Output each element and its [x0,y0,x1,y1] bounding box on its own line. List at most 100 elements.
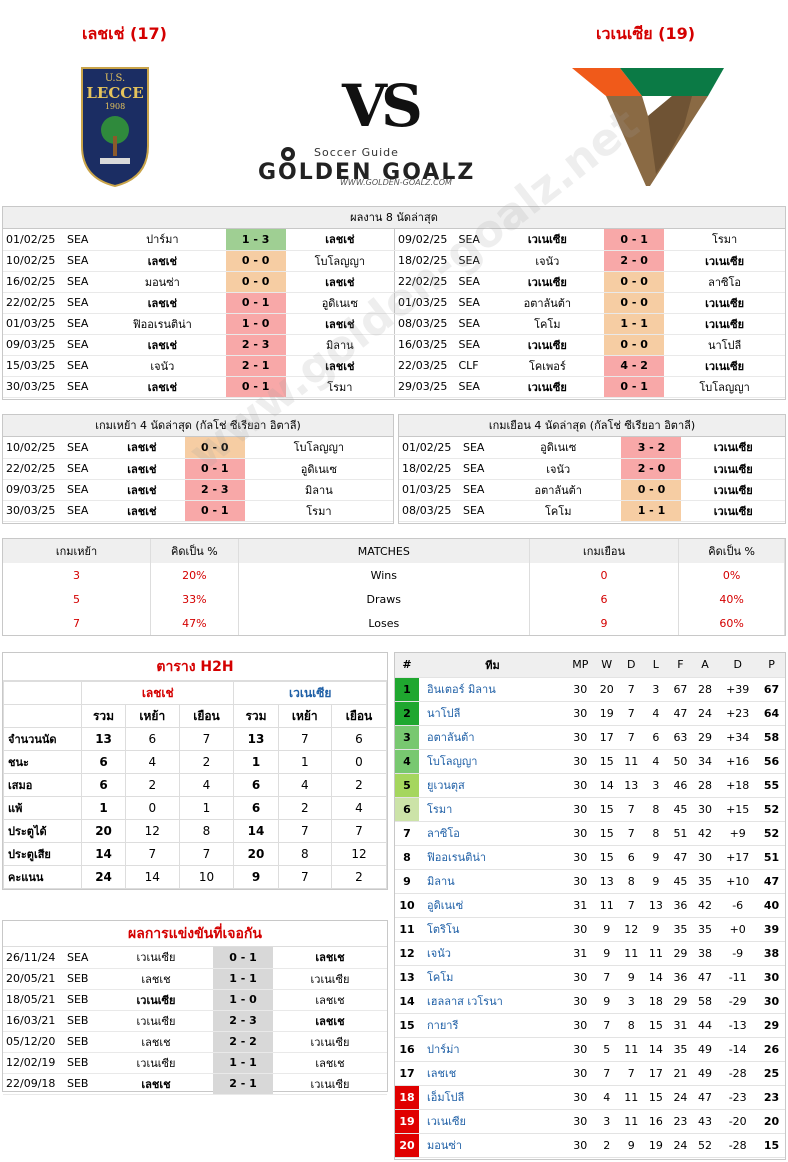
league-w: 7 [594,1061,619,1086]
match-date: 10/02/25 [3,437,65,459]
league-f: 67 [668,677,693,702]
team-right: เลชเช่ [285,271,394,293]
result-row: 12/02/19 SEB เวเนเซีย 1 - 1 เลชเช [3,1052,387,1074]
league-d: 11 [619,749,644,774]
league-d: 7 [619,797,644,822]
team-right: ลาซิโอ [664,271,785,293]
score: 0 - 0 [604,292,665,314]
result-row: 01/02/25 SEA ปาร์มา 1 - 3 เลชเช่ [3,229,394,251]
league-l: 18 [643,989,669,1014]
league-mp: 30 [566,773,595,798]
h2h-value: 7 [331,819,387,843]
away-team-title: เวเนเซีย (19) [596,24,696,43]
team-right: เลชเช [273,1052,387,1074]
league-col-header: MP [566,653,595,678]
league-points: 47 [758,869,785,894]
h2h-value: 7 [277,727,333,751]
match-date: 29/03/25 [394,376,457,398]
match-date: 12/02/19 [3,1052,65,1074]
league-col-header: # [395,653,419,678]
league-a: 29 [692,725,718,750]
meetings-panel: ผลการแข่งขันที่เจอกัน 26/11/24 SEA เวเนเซี… [2,920,388,1095]
league-col-header: F [668,653,693,678]
league-row: 7 ลาซิโอ 30 15 7 8 51 42 +9 52 [395,821,785,846]
league-team: นาโปลี [419,701,567,726]
team-right: มิลาน [244,479,393,501]
league-points: 30 [758,965,785,990]
h2h-col-row: รวม เหย้า เยือน รวม เหย้า เยือน [3,704,387,728]
h2h-value: 6 [233,796,279,820]
league-a: 28 [692,677,718,702]
league-f: 35 [668,1037,693,1062]
league-d: 9 [619,965,644,990]
team-left: เวเนเซีย [99,1052,213,1074]
match-date: 18/05/21 [3,989,65,1011]
venezia-logo [572,68,724,186]
score: 1 - 0 [225,313,286,335]
team-left: เวเนเซีย [490,271,605,293]
team-left: ปาร์มา [99,229,226,251]
team-right: เลชเช [273,1010,387,1032]
league-rank: 11 [395,917,419,942]
league-l: 15 [643,1085,669,1110]
h2h-value: 1 [178,796,235,820]
h2h-col: เหย้า [277,704,333,728]
league-w: 15 [594,749,619,774]
league-a: 38 [692,941,718,966]
score: 0 - 0 [225,250,286,272]
league-rank: 8 [395,845,419,870]
team-right: เวเนเซีย [664,250,785,272]
team-left: อูดิเนเซ [495,437,622,459]
league-a: 44 [692,1013,718,1038]
league-d: 8 [619,1013,644,1038]
competition: SEA [65,229,99,251]
league-points: 55 [758,773,785,798]
league-row: 14 เฮลลาส เวโรนา 30 9 3 18 29 58 -29 30 [395,989,785,1014]
result-row: 08/03/25 SEA โคโม 1 - 1 เวเนเซีย [399,500,785,522]
league-a: 30 [692,797,718,822]
team-right: เวเนเซีย [273,1031,387,1053]
league-gd: -23 [717,1085,759,1110]
league-team: โรมา [419,797,567,822]
h2h-table: เลชเช่ เวเนเซีย รวม เหย้า เยือน รวม เหย้า เยือน… [3,681,387,889]
h2h-value: 4 [277,773,333,797]
team-right: โรมา [244,500,393,522]
home-count: 5 [3,587,151,611]
league-w: 4 [594,1085,619,1110]
h2h-value: 7 [277,819,333,843]
league-rank: 3 [395,725,419,750]
summary-panel: เกมเหย้า คิดเป็น % MATCHES เกมเยือน คิดเป็น … [2,538,786,636]
league-d: 6 [619,845,644,870]
away-count: 0 [529,563,680,587]
team-right: โรมา [285,376,394,398]
competition: SEB [65,989,99,1011]
league-a: 35 [692,869,718,894]
league-rank: 9 [395,869,419,894]
league-w: 14 [594,773,619,798]
league-col-header: D [717,653,759,678]
league-team: เฮลลาส เวโรนา [419,989,567,1014]
team-left: โคเพอร์ [490,355,605,377]
home-count: 3 [3,563,151,587]
league-w: 9 [594,989,619,1014]
league-w: 5 [594,1037,619,1062]
league-team: กายารี [419,1013,567,1038]
match-date: 05/12/20 [3,1031,65,1053]
league-mp: 30 [566,1109,595,1134]
result-row: 18/02/25 SEA เจนัว 2 - 0 เวเนเซีย [399,458,785,480]
competition: SEA [456,313,491,335]
h2h-stat-row: ชนะ 6 4 2 1 1 0 [3,750,387,774]
league-f: 31 [668,1013,693,1038]
match-date: 18/02/25 [399,458,461,480]
home-count: 7 [3,611,151,635]
match-date: 26/11/24 [3,947,65,969]
league-l: 9 [643,869,669,894]
h2h-panel: ตาราง H2H เลชเช่ เวเนเซีย รวม เหย้า เยือน รวม… [2,652,388,890]
result-row: 09/03/25 SEA เลชเช่ 2 - 3 มิลาน [3,479,393,501]
result-row: 30/03/25 SEA เลชเช่ 0 - 1 โรมา [3,376,394,398]
team-right: อูดิเนเซ [285,292,394,314]
competition: SEB [65,1010,99,1032]
h2h-stat-label: แพ้ [3,796,82,820]
league-row: 4 โบโลญญา 30 15 11 4 50 34 +16 56 [395,749,785,774]
h2h-stat-label: ประตูเสีย [3,842,82,866]
